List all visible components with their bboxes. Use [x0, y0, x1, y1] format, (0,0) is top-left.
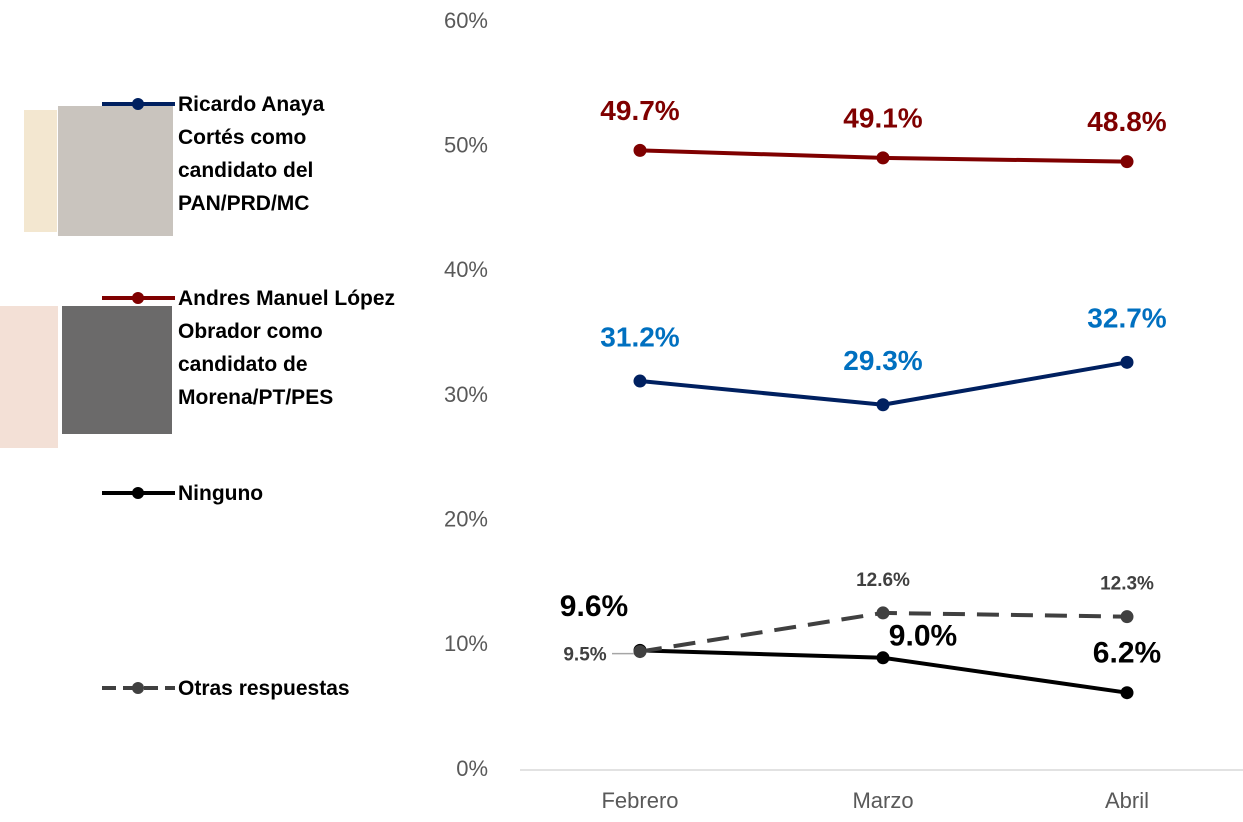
chart-page: 0% 10% 20% 30% 40% 50% 60% Febrero Marzo Abril 31.…	[0, 0, 1243, 822]
legend-label: Ricardo Anaya Cortés como candidato del …	[178, 88, 358, 220]
y-tick-label: 40%	[444, 257, 488, 282]
legend-label: Ninguno	[178, 477, 378, 510]
value-label: 9.0%	[889, 620, 957, 653]
party-logos	[24, 110, 57, 232]
value-label: 9.5%	[563, 645, 606, 666]
data-point	[877, 606, 890, 619]
legend-label: Andres Manuel López Obrador como candida…	[178, 282, 418, 414]
data-point	[634, 645, 647, 658]
legend-marker	[132, 487, 144, 499]
value-label: 29.3%	[843, 345, 922, 376]
data-point	[634, 144, 647, 157]
photo	[58, 106, 173, 236]
value-label: 48.8%	[1087, 106, 1166, 137]
value-label: 32.7%	[1087, 303, 1166, 334]
candidate-photos	[0, 106, 173, 448]
data-point	[1121, 610, 1134, 623]
y-tick-label: 10%	[444, 631, 488, 656]
x-tick-label: Marzo	[852, 788, 913, 813]
y-tick-label: 0%	[456, 756, 488, 781]
photo	[62, 306, 172, 434]
y-tick-label: 50%	[444, 132, 488, 157]
value-label: 31.2%	[600, 321, 679, 352]
data-point	[1121, 686, 1134, 699]
y-tick-label: 30%	[444, 382, 488, 407]
value-label: 49.7%	[600, 95, 679, 126]
party-logos	[0, 306, 58, 448]
value-label: 9.6%	[560, 590, 628, 623]
y-tick-label: 60%	[444, 8, 488, 33]
legend-marker	[132, 98, 144, 110]
data-point	[877, 398, 890, 411]
legend-label: Otras respuestas	[178, 672, 418, 705]
data-point	[1121, 155, 1134, 168]
data-point	[877, 151, 890, 164]
value-label: 6.2%	[1093, 637, 1161, 670]
legend-marker	[132, 292, 144, 304]
legend-marker	[132, 682, 144, 694]
x-tick-label: Abril	[1105, 788, 1149, 813]
data-point	[634, 375, 647, 388]
data-point	[1121, 356, 1134, 369]
data-point	[877, 651, 890, 664]
value-label: 49.1%	[843, 102, 922, 133]
x-tick-label: Febrero	[601, 788, 678, 813]
value-label: 12.3%	[1100, 574, 1154, 595]
y-tick-label: 20%	[444, 506, 488, 531]
value-label: 12.6%	[856, 570, 910, 591]
